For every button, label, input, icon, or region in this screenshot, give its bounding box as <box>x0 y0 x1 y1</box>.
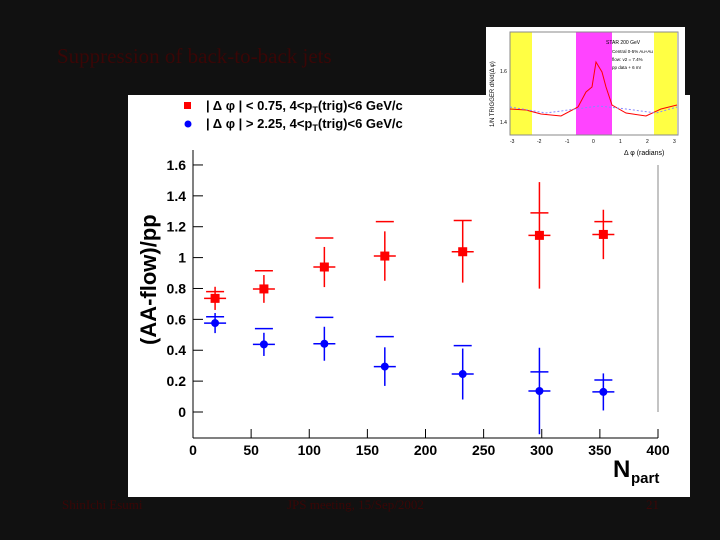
y-tick-label: 0 <box>178 404 186 420</box>
x-tick-label: 200 <box>414 442 438 458</box>
footer-event: JPS meeting, 15/Sep/2002 <box>287 497 424 512</box>
inset-band-center <box>576 32 612 135</box>
page-number: 21 <box>646 497 659 512</box>
data-point <box>211 319 220 328</box>
inset-xtick: -1 <box>565 139 570 145</box>
inset-frame <box>509 31 679 136</box>
inset-flow-line <box>509 105 678 114</box>
inset-ytick: 1.6 <box>500 69 507 75</box>
x-tick-label: 150 <box>356 442 380 458</box>
legend-marker-0 <box>184 102 191 109</box>
inset-pp-line <box>509 60 678 117</box>
y-tick-label: 1.4 <box>167 188 187 204</box>
x-tick-label: 350 <box>588 442 612 458</box>
inset-figure: STAR 200 GeV Central 0-5% Au+Au flow: v2… <box>486 27 685 165</box>
inset-legend-1: Central 0-5% Au+Au <box>612 49 653 54</box>
data-point <box>320 339 329 348</box>
inset-xtick: -2 <box>537 139 542 145</box>
x-tick-label: 400 <box>646 442 670 458</box>
y-tick-label: 1 <box>178 250 186 266</box>
x-axis-label-sub: part <box>631 470 659 487</box>
inset-ytick: 1.4 <box>500 120 507 126</box>
x-axis-label: N <box>613 456 630 483</box>
y-tick-label: 0.6 <box>167 311 187 327</box>
y-tick-label: 0.2 <box>167 373 187 389</box>
data-point <box>319 262 329 272</box>
inset-ylabel: 1/N TRIGGER dN/d(Δ φ) <box>490 61 496 127</box>
data-point <box>380 362 389 371</box>
inset-legend-2: flow: v2 = 7.4% <box>612 57 643 62</box>
footer-author: ShinIchi Esumi <box>62 497 143 512</box>
inset-xtick: -3 <box>510 139 515 145</box>
data-point <box>259 284 269 294</box>
x-tick-label: 50 <box>243 442 259 458</box>
data-point <box>598 229 608 239</box>
inset-legend-3: pp data + 6 mr <box>612 65 642 70</box>
inset-xlabel: Δ φ (radians) <box>624 150 664 157</box>
x-tick-label: 300 <box>530 442 554 458</box>
chart: 0 50 100 150 200 250 300 350 400 0 0.2 0.4 0.6 0.8 1 1.… <box>136 98 670 487</box>
data-point <box>535 387 544 396</box>
data-point <box>259 340 268 349</box>
x-tick-label: 0 <box>189 442 197 458</box>
data-point <box>599 387 608 396</box>
y-tick-label: 1.2 <box>167 219 187 235</box>
inset-legend-0: STAR 200 GeV <box>606 40 641 46</box>
data-point <box>380 251 390 261</box>
inset-xtick: 0 <box>592 139 595 145</box>
inset-band-right <box>654 32 677 135</box>
y-axis-label: (AA-flow)/pp <box>136 214 161 345</box>
inset-plot: STAR 200 GeV Central 0-5% Au+Au flow: v2… <box>490 31 679 157</box>
data-point <box>534 230 544 240</box>
data-point <box>458 370 467 379</box>
y-tick-label: 0.8 <box>167 280 187 296</box>
y-tick-label: 0.4 <box>167 342 187 358</box>
x-tick-label: 100 <box>298 442 322 458</box>
y-tick-label: 1.6 <box>167 157 187 173</box>
inset-band-left <box>510 32 532 135</box>
legend-marker-1 <box>184 120 192 128</box>
inset-xtick: 1 <box>619 139 622 145</box>
legend-label-0: | Δ φ | < 0.75, 4<pT(trig)<6 GeV/c <box>206 98 403 115</box>
data-point <box>210 293 220 303</box>
data-point <box>458 247 468 257</box>
inset-xtick: 2 <box>646 139 649 145</box>
slide-title: Suppression of back-to-back jets <box>57 44 332 68</box>
x-tick-label: 250 <box>472 442 496 458</box>
inset-xtick: 3 <box>673 139 676 145</box>
legend-label-1: | Δ φ | > 2.25, 4<pT(trig)<6 GeV/c <box>206 116 403 133</box>
